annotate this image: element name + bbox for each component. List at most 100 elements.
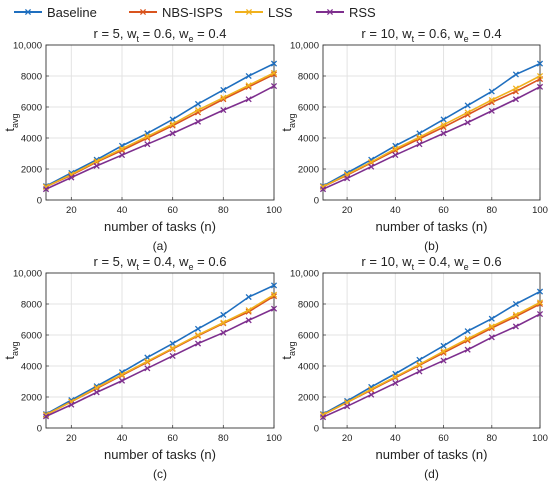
- data-point-rss: [93, 162, 100, 169]
- data-point-rss: [194, 118, 202, 125]
- data-point-lss: [488, 323, 495, 330]
- y-tick-label: 10,000: [290, 41, 319, 52]
- data-point-lss: [220, 319, 227, 326]
- data-point-lss: [536, 299, 544, 306]
- series-line-lss: [45, 72, 275, 188]
- y-tick-label: 10,000: [13, 269, 42, 280]
- data-point-rss: [245, 317, 252, 324]
- x-tick-label: 40: [117, 205, 128, 216]
- legend-item-rss: RSS: [316, 5, 376, 20]
- data-point-baseline: [169, 116, 176, 123]
- data-point-baseline: [220, 311, 227, 318]
- series-lss: [319, 299, 544, 418]
- data-point-lss: [245, 82, 252, 89]
- data-point-lss: [536, 72, 544, 80]
- data-point-lss: [368, 158, 375, 166]
- legend-marker: [24, 8, 32, 16]
- data-point-nbs-isps: [270, 293, 278, 300]
- y-tick-label: 4000: [21, 362, 42, 373]
- y-tick-label: 0: [314, 424, 319, 435]
- data-point-rss: [319, 186, 327, 193]
- data-point-baseline: [536, 60, 544, 67]
- axes-frame: [322, 272, 541, 429]
- axes-frame: [45, 272, 275, 429]
- x-tick-label: 80: [486, 205, 497, 216]
- data-point-rss: [416, 141, 423, 148]
- y-tick-label: 6000: [298, 331, 319, 342]
- chart-panel-a: 0 2000 4000 6000 8000 10,000 20 40 60 80 100 r = 5,…: [2, 26, 282, 253]
- data-point-rss: [416, 368, 423, 375]
- y-tick-label: 2000: [298, 165, 319, 176]
- series-line-baseline: [322, 290, 541, 415]
- series-line-rss: [322, 313, 541, 418]
- data-point-lss: [512, 85, 519, 92]
- panel-caption: (d): [424, 467, 439, 481]
- x-tick-label: 100: [532, 433, 548, 444]
- series-line-lss: [322, 75, 541, 188]
- series-lss: [42, 291, 278, 418]
- data-point-baseline: [488, 315, 495, 322]
- legend-item-nbs-isps: NBS-ISPS: [129, 5, 223, 20]
- y-axis-label: tavg: [2, 341, 20, 359]
- x-tick-label: 100: [532, 205, 548, 216]
- series-rss: [319, 311, 544, 421]
- data-point-rss: [368, 163, 375, 170]
- data-point-rss: [68, 401, 75, 408]
- data-point-rss: [368, 391, 375, 398]
- data-point-lss: [270, 291, 278, 298]
- data-point-lss: [392, 145, 399, 152]
- data-point-lss: [194, 107, 202, 114]
- data-point-rss: [118, 151, 126, 159]
- axes-frame: [322, 44, 541, 201]
- legend-item-baseline: Baseline: [14, 5, 97, 20]
- plot-area: [46, 45, 274, 200]
- data-point-lss: [144, 133, 151, 140]
- y-tick-label: 2000: [21, 393, 42, 404]
- series-line-baseline: [322, 62, 541, 187]
- data-point-rss: [488, 334, 495, 341]
- plot-area: [323, 273, 540, 428]
- data-point-baseline: [245, 72, 252, 80]
- data-point-rss: [93, 389, 100, 396]
- data-point-lss: [118, 145, 126, 152]
- data-point-rss: [118, 377, 126, 384]
- x-tick-label: 20: [66, 205, 77, 216]
- data-point-lss: [392, 373, 399, 380]
- y-tick-label: 8000: [298, 72, 319, 83]
- axes-frame: [45, 44, 275, 201]
- data-point-lss: [416, 361, 423, 368]
- series-line-lss: [322, 301, 541, 416]
- legend-label: NBS-ISPS: [162, 5, 223, 20]
- data-point-baseline: [270, 60, 278, 67]
- data-point-rss: [344, 175, 351, 182]
- data-point-baseline: [245, 293, 252, 301]
- data-point-lss: [245, 307, 252, 314]
- x-tick-label: 80: [218, 205, 229, 216]
- data-point-rss: [169, 130, 176, 137]
- series-baseline: [42, 60, 278, 190]
- data-point-baseline: [194, 325, 202, 332]
- y-axis-label: tavg: [279, 341, 297, 359]
- data-point-rss: [464, 119, 471, 126]
- data-point-rss: [194, 340, 202, 347]
- data-point-lss: [440, 121, 447, 128]
- x-tick-label: 100: [266, 205, 282, 216]
- y-tick-label: 8000: [298, 300, 319, 311]
- data-point-lss: [270, 69, 278, 76]
- x-tick-label: 100: [266, 433, 282, 444]
- x-tick-label: 20: [342, 205, 353, 216]
- legend-item-lss: LSS: [235, 5, 293, 20]
- y-axis-label: tavg: [2, 113, 20, 131]
- data-point-baseline: [464, 328, 471, 335]
- y-tick-label: 10,000: [290, 269, 319, 280]
- data-point-baseline: [464, 102, 471, 109]
- x-tick-label: 60: [167, 205, 178, 216]
- y-tick-label: 8000: [21, 72, 42, 83]
- x-tick-label: 20: [342, 433, 353, 444]
- data-point-rss: [440, 357, 447, 364]
- data-point-rss: [245, 96, 252, 103]
- data-point-lss: [118, 371, 126, 378]
- legend-label: LSS: [268, 5, 293, 20]
- legend-marker: [326, 8, 334, 16]
- data-point-lss: [169, 345, 176, 352]
